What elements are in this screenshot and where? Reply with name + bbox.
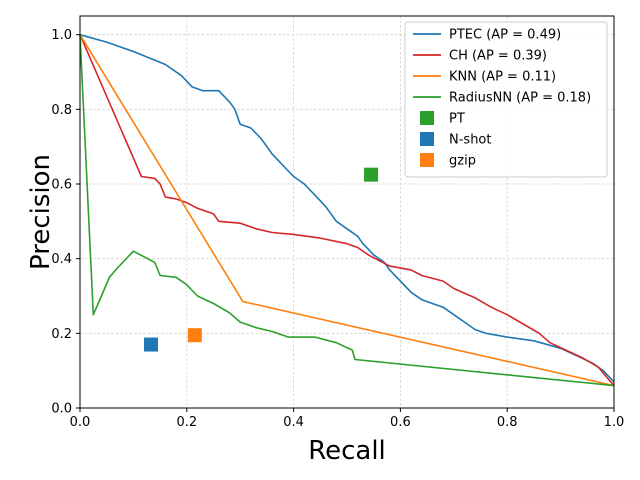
series-line-1 bbox=[79, 34, 615, 387]
axis-ticks: 0.0 0.2 0.4 0.6 0.8 1.0 0.0 0.2 0.4 0.6 0.8 1.0 bbox=[51, 28, 624, 430]
x-tick-label: 0.4 bbox=[283, 415, 304, 430]
legend-label: gzip bbox=[449, 154, 476, 169]
x-tick-label: 0.2 bbox=[176, 415, 197, 430]
y-tick-label: 1.0 bbox=[51, 28, 72, 43]
marker-n-shot bbox=[144, 337, 159, 352]
x-axis-title: Recall bbox=[308, 436, 386, 466]
legend-box bbox=[404, 21, 608, 178]
series-line-2 bbox=[79, 34, 615, 387]
series-line-0 bbox=[79, 33, 615, 383]
y-tick-label: 0.4 bbox=[51, 252, 72, 267]
marker-gzip bbox=[187, 328, 202, 343]
x-tick-label: 0.8 bbox=[497, 415, 518, 430]
series-line-3 bbox=[79, 34, 615, 387]
series-layer bbox=[79, 33, 615, 387]
legend-label: CH (AP = 0.39) bbox=[449, 49, 547, 64]
x-tick-label: 0.6 bbox=[390, 415, 411, 430]
legend-marker-swatch bbox=[420, 111, 434, 125]
y-axis-title: Precision bbox=[26, 154, 56, 270]
y-tick-label: 0.6 bbox=[51, 178, 72, 193]
legend-label: PTEC (AP = 0.49) bbox=[449, 28, 561, 43]
marker-layer bbox=[144, 167, 379, 352]
legend-label: PT bbox=[449, 112, 465, 127]
legend-marker-swatch bbox=[420, 132, 434, 146]
legend-marker-swatch bbox=[420, 153, 434, 167]
legend-label: KNN (AP = 0.11) bbox=[449, 70, 556, 85]
legend: PTEC (AP = 0.49) CH (AP = 0.39) KNN (AP = … bbox=[404, 21, 608, 178]
plot-frame bbox=[79, 15, 615, 409]
y-tick-label: 0.2 bbox=[51, 327, 72, 342]
y-tick-label: 0.0 bbox=[51, 402, 72, 417]
x-tick-label: 0.0 bbox=[70, 415, 91, 430]
legend-label: RadiusNN (AP = 0.18) bbox=[449, 91, 591, 106]
y-tick-label: 0.8 bbox=[51, 103, 72, 118]
marker-pt bbox=[364, 167, 379, 182]
x-tick-label: 1.0 bbox=[604, 415, 625, 430]
legend-label: N-shot bbox=[449, 133, 491, 148]
